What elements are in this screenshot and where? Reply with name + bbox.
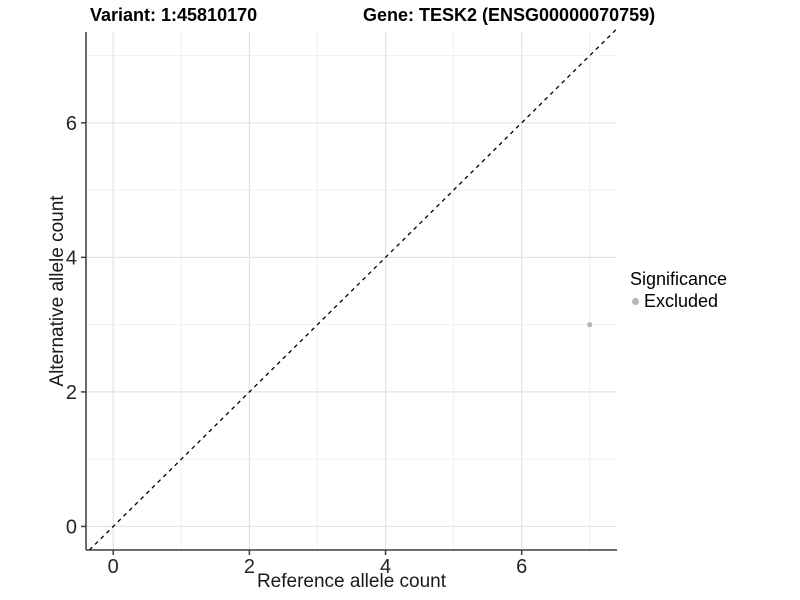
legend-item-label: Excluded xyxy=(644,291,719,311)
y-tick-label: 0 xyxy=(66,516,77,538)
legend-item: Excluded xyxy=(630,291,727,312)
y-axis-title: Alternative allele count xyxy=(47,195,68,387)
y-tick-label: 2 xyxy=(66,382,77,404)
x-tick-label: 6 xyxy=(516,556,527,578)
legend: Significance Excluded xyxy=(630,269,727,312)
variant-title: Variant: 1:45810170 xyxy=(90,5,258,25)
data-point xyxy=(587,322,593,328)
y-tick-label: 6 xyxy=(66,113,77,135)
x-tick-label: 4 xyxy=(380,556,391,578)
y-tick-label: 4 xyxy=(66,247,77,269)
legend-title: Significance xyxy=(630,269,728,289)
legend-key-dot xyxy=(632,298,639,305)
identity-line xyxy=(88,26,619,551)
x-tick-label: 2 xyxy=(244,556,255,578)
x-tick-label: 0 xyxy=(108,556,119,578)
gene-title: Gene: TESK2 (ENSG00000070759) xyxy=(363,5,656,25)
x-axis-title: Reference allele count xyxy=(256,571,447,592)
